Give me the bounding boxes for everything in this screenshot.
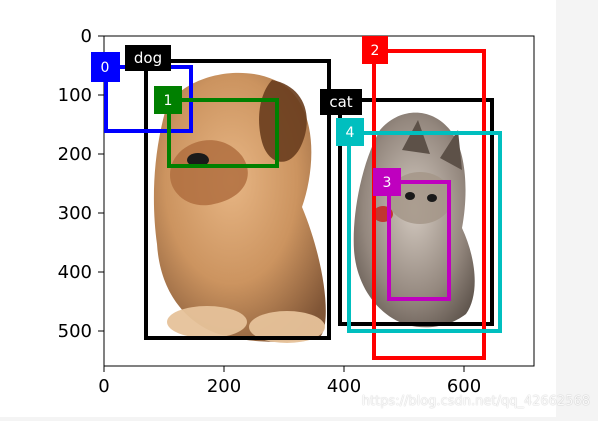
label-dog-tag <box>125 45 171 71</box>
x-axis: 0 200 400 600 <box>98 366 481 397</box>
label-anchor-4-text: 4 <box>346 125 355 141</box>
label-anchor-1-text: 1 <box>164 93 173 109</box>
label-dog-text: dog <box>134 49 162 67</box>
y-tick-label: 500 <box>58 321 92 342</box>
bounding-boxes <box>104 49 502 360</box>
box-cat <box>338 98 494 326</box>
y-tick-label: 0 <box>81 26 92 47</box>
box-dog <box>144 59 331 340</box>
label-anchor-1-tag <box>154 86 182 114</box>
label-anchor-0-text: 0 <box>101 60 110 76</box>
y-tick-label: 400 <box>58 262 92 283</box>
y-tick-label: 300 <box>58 203 92 224</box>
label-cat-text: cat <box>329 93 352 111</box>
label-cat-tag <box>320 89 362 115</box>
y-tick-label: 200 <box>58 144 92 165</box>
label-anchor-2-text: 2 <box>371 43 380 59</box>
box-anchor-3 <box>387 180 451 301</box>
y-axis: 0 100 200 300 400 500 <box>58 26 104 342</box>
axes-frame <box>103 35 535 367</box>
box-anchor-2 <box>372 49 486 360</box>
x-tick-label: 0 <box>98 376 109 397</box>
x-tick-label: 200 <box>207 376 241 397</box>
photo-image <box>153 72 475 343</box>
label-anchor-2-tag <box>362 36 388 64</box>
watermark: https://blog.csdn.net/qq_42662568 <box>361 394 590 409</box>
label-anchor-3-text: 3 <box>383 175 392 191</box>
box-anchor-4 <box>347 131 502 333</box>
x-tick-label: 400 <box>327 376 361 397</box>
x-tick-label: 600 <box>447 376 481 397</box>
label-anchor-4-tag <box>336 118 364 146</box>
label-anchor-3-tag <box>373 168 401 196</box>
label-anchor-0-tag <box>91 52 120 82</box>
box-labels: dog cat 0 1 2 3 4 <box>91 36 401 196</box>
y-tick-label: 100 <box>58 85 92 106</box>
box-anchor-1 <box>167 98 279 168</box>
